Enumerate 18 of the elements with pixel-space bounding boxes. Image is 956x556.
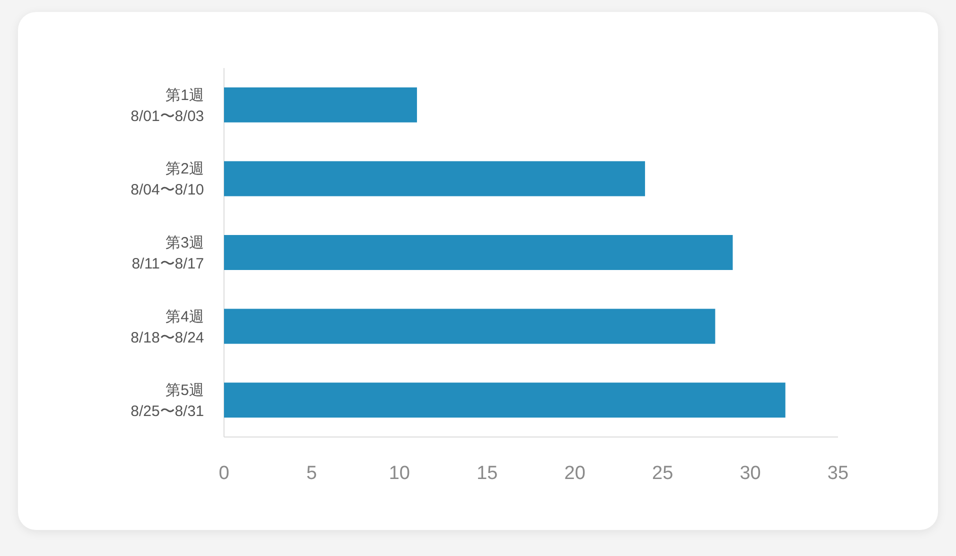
x-tick-label: 20 [564,463,586,484]
bar [224,161,646,196]
y-tick-label: 第1週 8/01〜8/03 [130,86,204,125]
bar [224,308,716,344]
bar [224,235,733,270]
x-tick-label: 25 [652,463,674,484]
x-tick-label: 15 [476,463,498,484]
bar [224,87,417,122]
y-tick-label: 第3週 8/11〜8/17 [132,234,204,272]
x-tick-label: 0 [218,463,230,484]
x-tick-label: 30 [740,463,761,484]
bar [224,382,786,418]
y-tick-label: 第4週 8/18〜8/24 [130,308,204,346]
x-tick-label: 10 [388,463,410,484]
x-tick-label: 35 [827,463,849,484]
x-tick-label: 5 [306,463,318,484]
y-tick-label: 第5週 8/25〜8/31 [130,382,204,420]
y-tick-label: 第2週 8/04〜8/10 [130,160,204,199]
